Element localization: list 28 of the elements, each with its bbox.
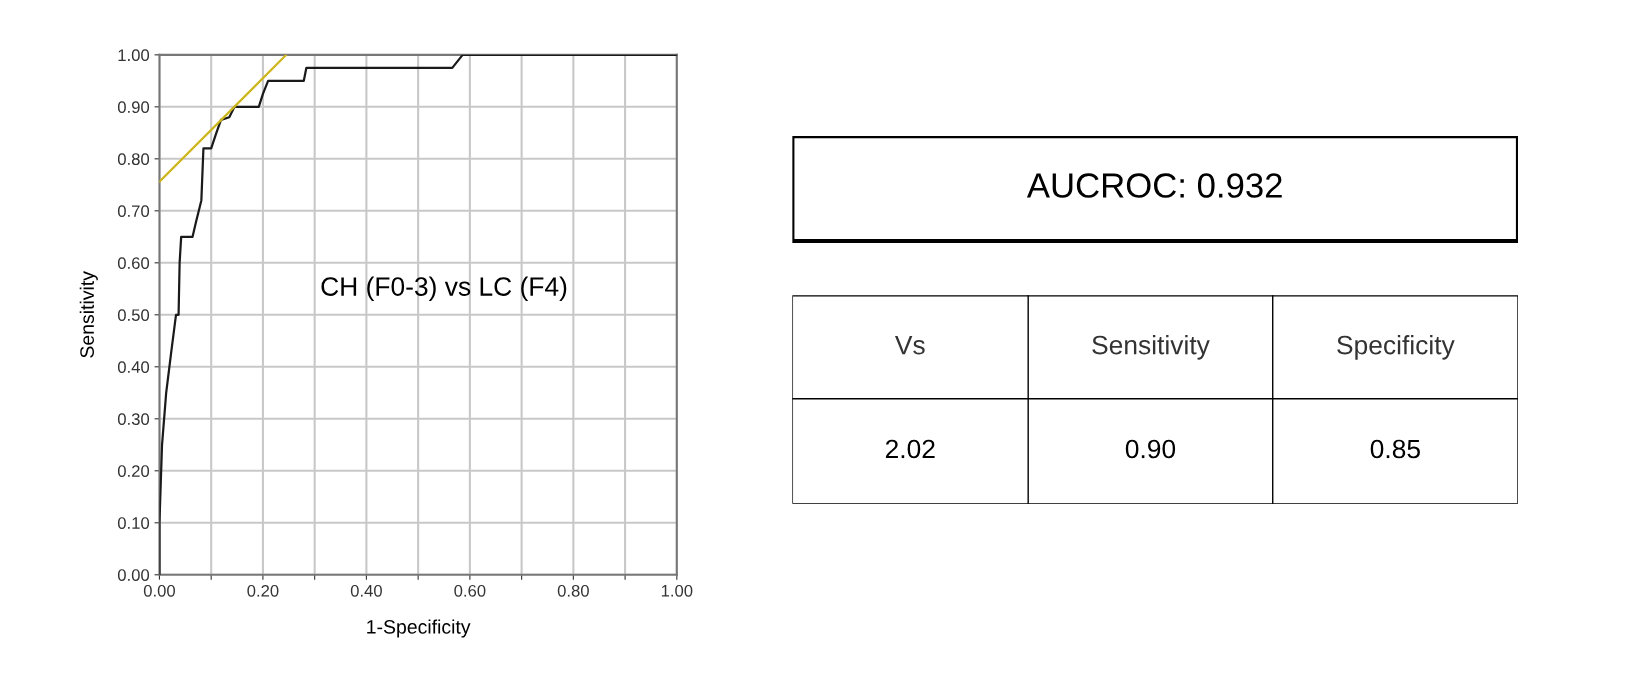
x-tick-label: 0.00 [143, 584, 176, 597]
y-tick-label: 0.40 [117, 361, 150, 373]
x-tick-label: 0.40 [350, 584, 382, 597]
y-tick-label: 0.30 [117, 413, 150, 425]
x-tick-label: 1.00 [661, 584, 693, 597]
line-series [159, 54, 677, 575]
x-axis-title: 1-Specificity [367, 619, 471, 638]
annotation: CH (F0-3) vs LC (F4) [321, 276, 567, 302]
x-tick-label: 0.60 [454, 584, 486, 597]
text: 0.85 [1370, 439, 1420, 459]
y-tick-label: 0.10 [117, 517, 150, 529]
text: Sensitivity [1092, 335, 1210, 360]
text: Vs [894, 336, 925, 355]
y-tick-label: 0.50 [117, 309, 150, 322]
y-axis-title: Sensitivity [79, 271, 98, 358]
text: 2.02 [885, 439, 935, 459]
y-tick-label: 0.90 [117, 101, 150, 114]
y-tick-label: 1.00 [118, 49, 150, 62]
x-tick-label: 0.80 [557, 584, 589, 597]
y-tick-label: 0.60 [117, 257, 150, 270]
text: 0.90 [1125, 439, 1176, 459]
text: Specificity [1337, 335, 1455, 360]
y-tick-label: 0.20 [117, 465, 150, 477]
y-tick-label: 0.70 [117, 205, 150, 218]
y-tick-label: 0.00 [117, 569, 150, 581]
x-tick-label: 0.20 [247, 584, 279, 597]
text: AUCROC: 0.932 [1026, 173, 1282, 198]
y-tick-label: 0.80 [117, 153, 150, 166]
